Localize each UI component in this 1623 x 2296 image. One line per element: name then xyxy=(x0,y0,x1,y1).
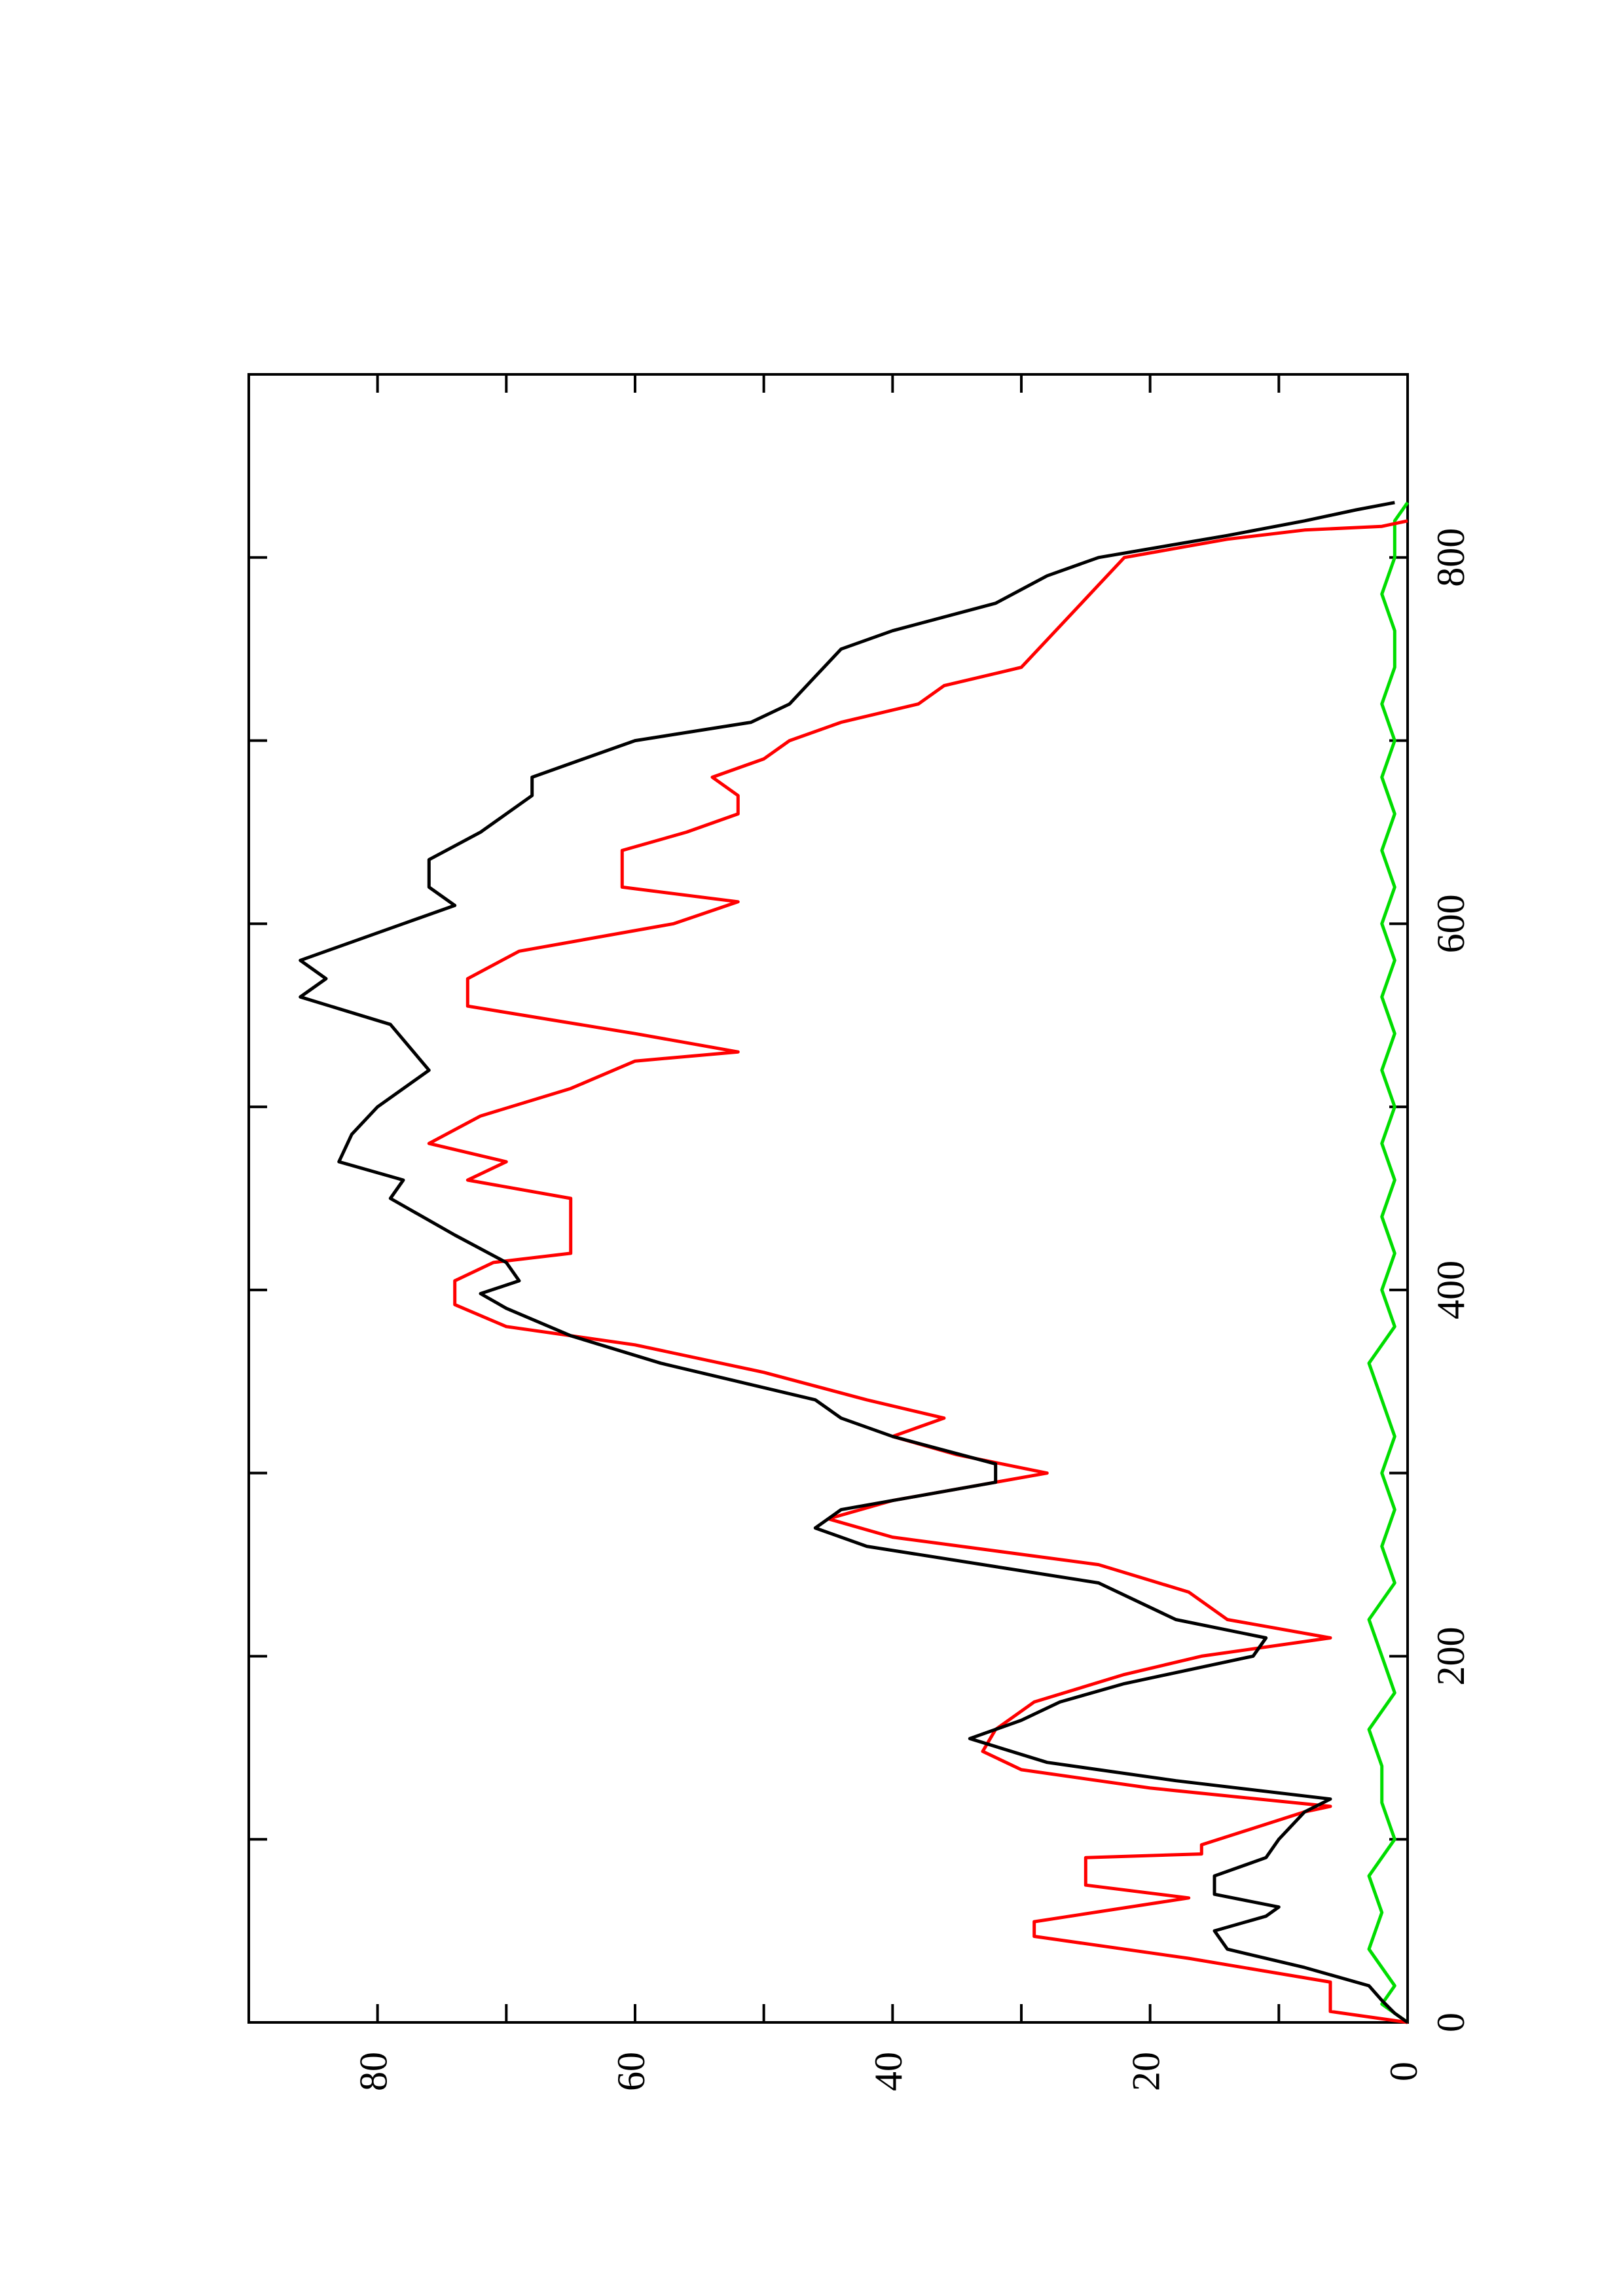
y-tick-label: 60 xyxy=(610,2052,653,2091)
x-tick-label: 200 xyxy=(1429,1626,1472,1685)
x-tick-label: 400 xyxy=(1429,1261,1472,1319)
series-line-0 xyxy=(299,501,1409,2024)
series-line-1 xyxy=(427,519,1408,2024)
y-tick-label: 0 xyxy=(1382,2062,1425,2081)
x-tick-label: 600 xyxy=(1429,894,1472,953)
y-tick-label: 20 xyxy=(1124,2052,1167,2091)
series-line-2 xyxy=(1367,501,1410,2024)
chart-series xyxy=(299,501,1410,2024)
axis-ticks xyxy=(247,373,1409,2024)
y-tick-label: 80 xyxy=(352,2052,395,2091)
plot-frame xyxy=(247,373,1409,2024)
x-tick-label: 800 xyxy=(1429,528,1472,587)
y-tick-label: 40 xyxy=(867,2052,910,2091)
x-tick-label: 0 xyxy=(1429,2013,1472,2032)
axis-tick-labels: 0 200 400 600 800 0 20 40 60 80 xyxy=(352,528,1472,2091)
